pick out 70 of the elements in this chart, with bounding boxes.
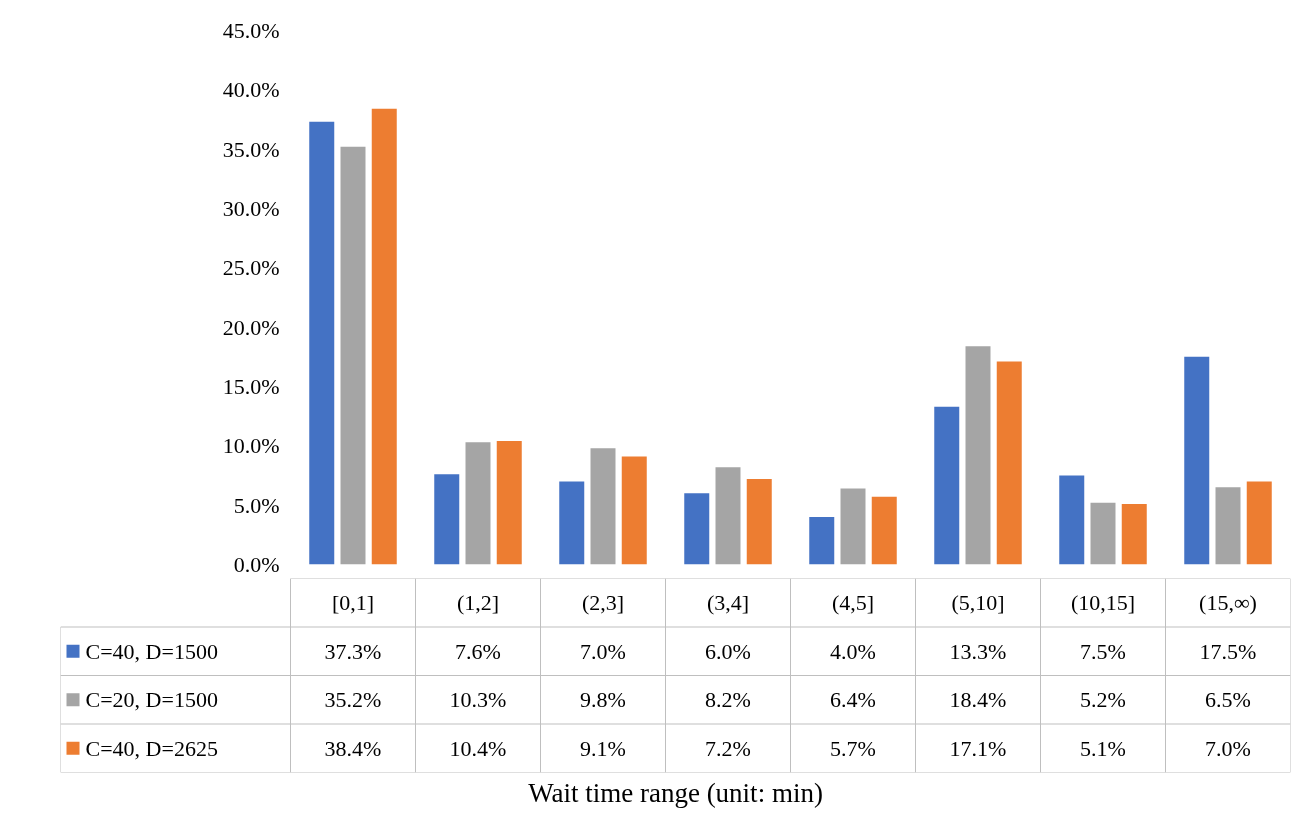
- bar: [809, 517, 835, 565]
- bar: [371, 108, 397, 565]
- y-tick-label: 30.0%: [222, 196, 280, 221]
- data-label: 7.0%: [1205, 735, 1251, 761]
- data-label: 38.4%: [324, 735, 382, 761]
- text: Wait time range (unit: min): [528, 777, 823, 808]
- bar: [590, 448, 616, 565]
- y-tick-label: 5.0%: [233, 492, 280, 518]
- x-tick-label: (15,∞): [1199, 590, 1257, 616]
- bar: [996, 361, 1022, 565]
- data-label: 5.1%: [1080, 735, 1126, 761]
- data-label: 17.5%: [1199, 638, 1257, 664]
- legend-label: C=40, D=1500: [85, 638, 218, 664]
- y-tick-label: 25.0%: [222, 255, 280, 281]
- data-label: 7.5%: [1080, 638, 1126, 664]
- bar: [309, 121, 335, 565]
- data-label: 9.1%: [580, 735, 626, 761]
- data-label: 5.7%: [830, 735, 876, 761]
- legend-label: C=40, D=2625: [85, 735, 218, 761]
- bar: [1090, 502, 1116, 565]
- data-label: 7.0%: [580, 638, 626, 664]
- y-tick-label: 10.0%: [222, 433, 280, 459]
- data-label: 37.3%: [324, 638, 382, 664]
- bar: [1215, 487, 1241, 565]
- bar: [840, 488, 866, 565]
- bar: [934, 406, 960, 565]
- y-tick-label: 45.0%: [222, 18, 280, 43]
- data-label: 5.2%: [1080, 687, 1126, 713]
- bar: [340, 146, 366, 565]
- y-tick-label: 15.0%: [222, 374, 280, 399]
- bar: [465, 442, 491, 565]
- y-tick-label: 35.0%: [222, 136, 280, 162]
- data-label: 35.2%: [324, 687, 382, 713]
- data-label: 10.3%: [449, 687, 507, 713]
- data-label: 8.2%: [705, 687, 751, 713]
- data-label: 7.6%: [455, 638, 501, 664]
- x-tick-label: (10,15]: [1070, 590, 1136, 616]
- x-tick-label: (1,2]: [456, 590, 500, 616]
- data-label: 9.8%: [580, 687, 626, 713]
- data-label: 6.4%: [830, 687, 876, 713]
- y-tick-label: 40.0%: [222, 77, 280, 103]
- bar: [1121, 503, 1147, 565]
- x-tick-label: (5,10]: [951, 590, 1005, 616]
- data-label: 7.2%: [705, 735, 751, 761]
- y-tick-label: 0.0%: [233, 552, 280, 577]
- bar: [496, 441, 522, 565]
- bar: [684, 493, 710, 565]
- bar: [1184, 356, 1210, 565]
- data-label: 13.3%: [949, 638, 1007, 664]
- data-label: 4.0%: [830, 638, 876, 664]
- bar: [746, 479, 772, 565]
- legend-label: C=20, D=1500: [85, 687, 218, 713]
- x-tick-label: [0,1]: [331, 590, 375, 616]
- bar: [559, 481, 585, 565]
- bar: [871, 496, 897, 565]
- data-label: 10.4%: [449, 735, 507, 761]
- data-label: 6.5%: [1205, 687, 1251, 713]
- data-label: 17.1%: [949, 735, 1007, 761]
- bar: [1059, 475, 1085, 565]
- data-label: 6.0%: [705, 638, 751, 664]
- data-label: 18.4%: [949, 687, 1007, 713]
- x-tick-label: (3,4]: [706, 590, 750, 616]
- bar: [1246, 481, 1272, 565]
- bar: [965, 346, 991, 565]
- x-tick-label: (4,5]: [831, 590, 875, 616]
- bar: [434, 474, 460, 565]
- y-tick-label: 20.0%: [222, 314, 280, 340]
- bar: [621, 456, 647, 565]
- x-tick-label: (2,3]: [581, 590, 625, 616]
- bar: [715, 467, 741, 565]
